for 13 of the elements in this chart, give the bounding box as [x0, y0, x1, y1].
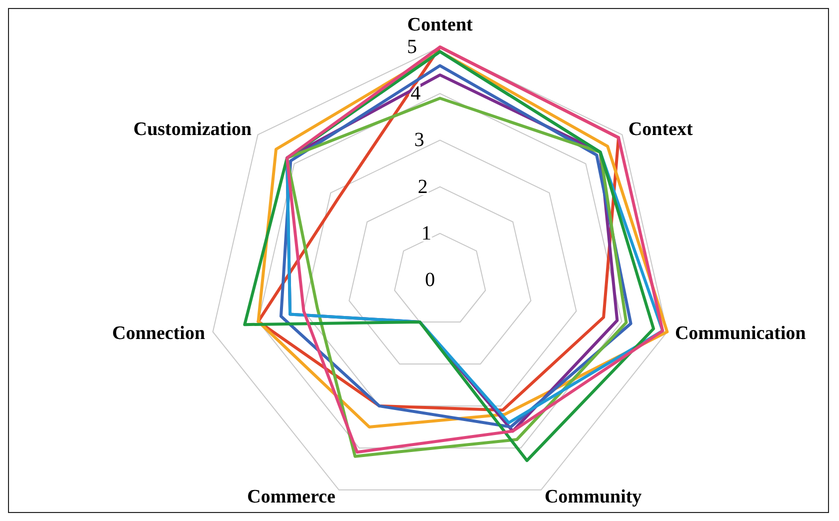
spoke-label: Communication	[674, 323, 806, 344]
y-tick-label: 5	[407, 36, 417, 58]
y-tick-label: 1	[421, 222, 432, 244]
spoke-label: Context	[628, 119, 694, 140]
spoke-label: Community	[544, 486, 642, 508]
y-tick-label: 4	[410, 82, 421, 105]
spoke-label: Commerce	[247, 486, 336, 508]
spoke-label: Connection	[112, 323, 206, 344]
spoke-label: Content	[407, 14, 474, 36]
y-tick-label: 2	[418, 176, 428, 198]
spoke-label: Customization	[133, 119, 252, 140]
y-tick-label: 0	[425, 269, 435, 291]
y-tick-label: 3	[414, 129, 424, 152]
